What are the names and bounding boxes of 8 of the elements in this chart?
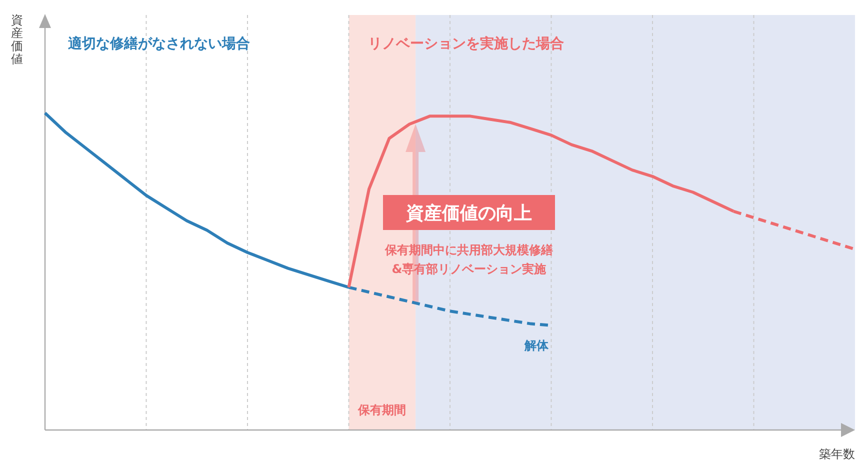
text: 適切な修繕がなされない場合 xyxy=(67,35,250,52)
text: リノベーションを実施した場合 xyxy=(368,35,564,52)
annotation: 解体 xyxy=(523,338,550,352)
annotation: 資産価値の向上 xyxy=(405,203,532,224)
x-axis-title: 築年数 xyxy=(819,447,855,461)
annotation: 保有期間 xyxy=(357,403,406,417)
annotation: 保有期間中に共用部大規模修繕 &専有部リノベーション実施 xyxy=(384,243,553,276)
y-axis-title: 資産価値 xyxy=(11,13,23,66)
